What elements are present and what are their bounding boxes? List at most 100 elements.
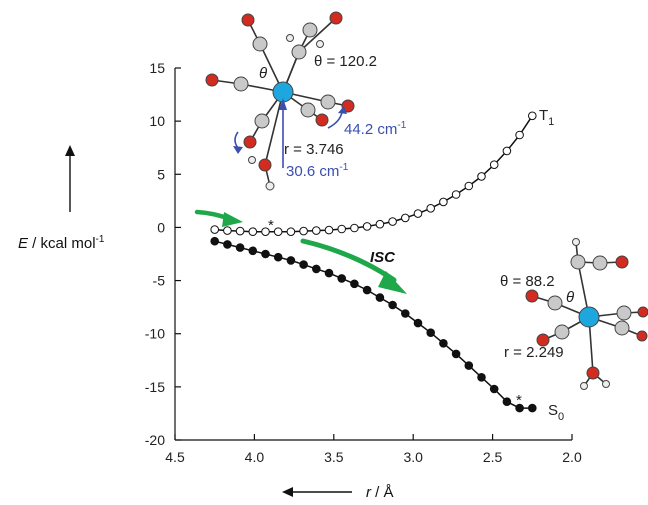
y-tick-label: 15 — [149, 60, 165, 76]
series-s0 — [210, 236, 537, 413]
atom-h — [602, 380, 610, 388]
theta-label-s0: θ = 88.2 — [500, 273, 555, 290]
y-tick-label: -5 — [153, 273, 166, 289]
atom-h — [286, 34, 294, 42]
data-point-s0 — [324, 268, 334, 278]
data-point-t1 — [528, 111, 537, 121]
data-point-s0 — [439, 339, 448, 348]
atom-c — [254, 113, 270, 129]
freq-label-2-sup: -1 — [339, 162, 348, 173]
x-axis-title-group: r / Å — [282, 484, 394, 501]
x-tick-label: 4.5 — [165, 449, 185, 465]
data-point-s0 — [248, 246, 258, 256]
series-label-t1-sub: 1 — [548, 116, 554, 128]
data-point-t1 — [464, 181, 474, 191]
molecule-s0-structure: θ — [525, 238, 648, 390]
metal-atom — [578, 306, 600, 328]
data-point-s0 — [223, 240, 232, 249]
data-point-t1 — [413, 209, 423, 218]
data-point-s0 — [312, 264, 321, 274]
series-label-t1-main: T — [539, 107, 548, 124]
atom-c — [554, 324, 570, 340]
atom-h — [580, 382, 588, 390]
atom-c — [252, 36, 268, 52]
atom-o — [525, 289, 539, 303]
atom-c — [616, 305, 632, 321]
data-point-s0 — [477, 373, 486, 382]
data-point-t1 — [515, 130, 524, 140]
y-axis-unit: / kcal mol — [28, 235, 96, 252]
data-point-s0 — [299, 260, 308, 269]
atom-o — [536, 333, 550, 347]
data-point-s0 — [235, 243, 245, 252]
theta-symbol-s0: θ — [566, 289, 574, 306]
x-axis-title: r / Å — [366, 484, 394, 501]
data-point-s0 — [362, 285, 372, 295]
data-point-t1 — [286, 227, 296, 236]
data-point-s0 — [515, 403, 524, 413]
data-point-s0 — [528, 403, 537, 413]
data-point-s0 — [426, 328, 436, 338]
data-point-t1 — [439, 197, 448, 207]
data-point-t1 — [312, 226, 321, 235]
molecule-s0-atoms — [525, 238, 648, 390]
atom-o — [329, 11, 343, 25]
minimum-star-s0: * — [516, 392, 522, 409]
series-label-t1: T1 — [539, 107, 554, 128]
y-axis-title: E / kcal mol-1 — [18, 234, 105, 252]
atom-c — [300, 102, 316, 118]
x-tick-label: 3.5 — [324, 449, 344, 465]
atom-o — [615, 255, 629, 269]
x-tick-label: 3.0 — [403, 449, 423, 465]
y-axis-title-group: E / kcal mol-1 — [18, 145, 105, 252]
x-tick-label: 2.0 — [562, 449, 582, 465]
data-point-s0 — [350, 279, 359, 289]
atom-c — [614, 320, 630, 336]
data-point-s0 — [337, 274, 347, 283]
arrow-approach-head — [222, 212, 243, 227]
x-axis-var: r — [366, 484, 372, 501]
y-ticks: 15 10 5 0 -5 -10 -15 -20 — [145, 60, 181, 448]
atom-c — [291, 44, 307, 60]
vibration-arrow-head-2 — [233, 146, 243, 154]
freq-label-2-main: 30.6 cm — [286, 163, 339, 180]
r-label-t1: r = 3.746 — [284, 141, 344, 158]
series-layer — [210, 111, 537, 413]
arrow-approach — [194, 209, 243, 227]
series-label-s0-main: S — [548, 402, 558, 419]
data-point-t1 — [223, 226, 232, 235]
data-point-t1 — [273, 227, 283, 236]
data-point-t1 — [426, 204, 436, 213]
atom-c — [320, 94, 336, 110]
atom-o — [637, 306, 648, 318]
freq-label-2: 30.6 cm-1 — [286, 162, 349, 180]
data-point-t1 — [489, 160, 499, 169]
atom-o — [205, 73, 219, 87]
atom-o — [586, 366, 600, 380]
data-point-s0 — [413, 318, 423, 328]
data-point-s0 — [273, 252, 283, 262]
molecule-t1-structure: θ — [205, 11, 355, 191]
r-label-s0: r = 2.249 — [504, 344, 564, 361]
atom-c — [233, 76, 249, 92]
freq-label-1-sup: -1 — [397, 120, 406, 131]
atom-c — [302, 22, 318, 38]
data-point-s0 — [261, 249, 270, 259]
data-point-t1 — [324, 225, 334, 235]
x-axis-unit: / Å — [371, 484, 394, 501]
y-axis-unit-sup: -1 — [96, 234, 105, 245]
data-point-t1 — [388, 217, 397, 226]
data-point-t1 — [401, 213, 410, 223]
data-point-t1 — [299, 226, 308, 236]
y-tick-label: 10 — [149, 113, 165, 129]
data-point-t1 — [451, 190, 461, 199]
vibration-arrow-head-3 — [338, 106, 347, 114]
data-point-s0 — [210, 236, 219, 246]
arrow-isc — [300, 238, 407, 294]
isc-label: ISC — [370, 249, 396, 266]
y-tick-label: 0 — [157, 219, 165, 235]
x-tick-label: 2.5 — [483, 449, 503, 465]
data-point-s0 — [502, 397, 512, 407]
